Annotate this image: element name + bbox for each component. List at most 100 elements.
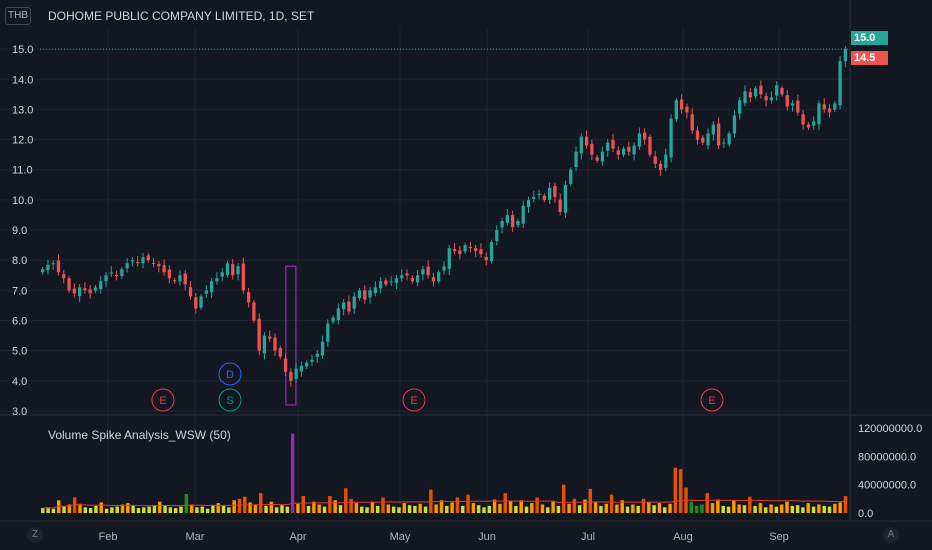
volume-bar (535, 497, 539, 513)
candle-body (88, 289, 92, 294)
candle (701, 135, 705, 146)
prev-price-badge: 14.5 (851, 51, 888, 65)
candle-body (553, 186, 557, 197)
candle (674, 97, 679, 122)
event-marker-e: E (402, 388, 426, 412)
candle-body (241, 263, 245, 291)
candle (579, 133, 583, 160)
candle (130, 256, 135, 267)
volume-bar (668, 503, 672, 513)
candle-body (764, 96, 768, 101)
candle (236, 262, 240, 281)
volume-bar (184, 493, 189, 513)
candle (542, 193, 546, 203)
volume-bar (296, 503, 300, 513)
candle (827, 104, 832, 118)
volume-bar (57, 500, 61, 513)
volume-bar (482, 507, 486, 513)
price-tick-label: 6.0 (12, 316, 27, 328)
candle-body (188, 287, 193, 297)
candle (378, 277, 383, 294)
volume-bar (349, 498, 353, 513)
candle (299, 361, 304, 377)
candle-body (252, 302, 256, 321)
currency-badge[interactable]: THB (5, 7, 31, 25)
candle (246, 287, 251, 308)
volume-bar (593, 502, 598, 513)
candle-body (669, 118, 673, 158)
volume-bar (514, 505, 518, 513)
candle (310, 354, 314, 367)
candle-body (373, 287, 377, 294)
candle (621, 146, 626, 158)
volume-bar (827, 506, 832, 513)
candle-body (511, 214, 515, 228)
candle-body (780, 88, 784, 95)
volume-bar (434, 504, 438, 513)
candle-body (257, 318, 261, 351)
candle (685, 103, 689, 119)
event-marker-label: D (226, 369, 234, 381)
price-tick-label: 5.0 (12, 346, 27, 358)
candle-body (711, 124, 715, 135)
candle (743, 85, 747, 107)
candle (458, 246, 462, 260)
volume-bar (498, 503, 502, 513)
candle-body (178, 275, 182, 282)
candle-body (606, 142, 610, 151)
event-markers[interactable]: E D S E E (151, 362, 724, 412)
spike-box-rect (285, 265, 297, 406)
candle-body (93, 287, 98, 291)
candle (405, 269, 409, 281)
zoom-toggle-icon[interactable]: Z (27, 527, 43, 543)
volume-bar (530, 503, 534, 513)
candle (611, 133, 615, 152)
candle-body (637, 133, 642, 147)
candle (146, 252, 150, 263)
candle-body (114, 274, 119, 276)
candle (120, 266, 124, 279)
candle-body (51, 263, 55, 265)
volume-bar (423, 506, 428, 513)
volume-bar (211, 505, 215, 513)
candle (574, 146, 578, 172)
candle-body (209, 281, 214, 293)
volume-bar (402, 503, 406, 513)
candle (595, 154, 599, 164)
candlestick-series (41, 45, 847, 387)
volume-bar (88, 508, 93, 513)
candle-body (658, 163, 663, 170)
candle (368, 287, 372, 304)
candle-body (695, 130, 700, 140)
volume-bar (689, 501, 694, 513)
volume-bar (370, 501, 375, 513)
volume-bar (248, 502, 252, 513)
volume-bar (678, 469, 683, 513)
volume-bar (179, 506, 183, 513)
volume-bar (599, 505, 603, 513)
event-marker-e: E (151, 388, 175, 412)
auto-scale-icon[interactable]: A (883, 527, 899, 543)
candle (114, 270, 119, 281)
volume-bar (110, 507, 114, 513)
candle (817, 100, 821, 131)
indicator-label[interactable]: Volume Spike Analysis_WSW (50) (48, 428, 231, 442)
candle (320, 335, 325, 359)
volume-bar (636, 505, 640, 513)
candle-body (104, 275, 108, 282)
candle (384, 277, 388, 287)
volume-bar (163, 505, 167, 513)
candle (812, 116, 816, 130)
volume-bar (625, 506, 630, 513)
candle (753, 85, 758, 99)
candle-body (627, 146, 631, 152)
candle-body (484, 256, 488, 261)
volume-bar (306, 505, 311, 513)
candle-body (56, 260, 61, 273)
candle-body (442, 266, 446, 271)
candle (331, 315, 335, 325)
candle (394, 274, 399, 290)
candle (759, 80, 763, 99)
candle-body (437, 272, 441, 282)
